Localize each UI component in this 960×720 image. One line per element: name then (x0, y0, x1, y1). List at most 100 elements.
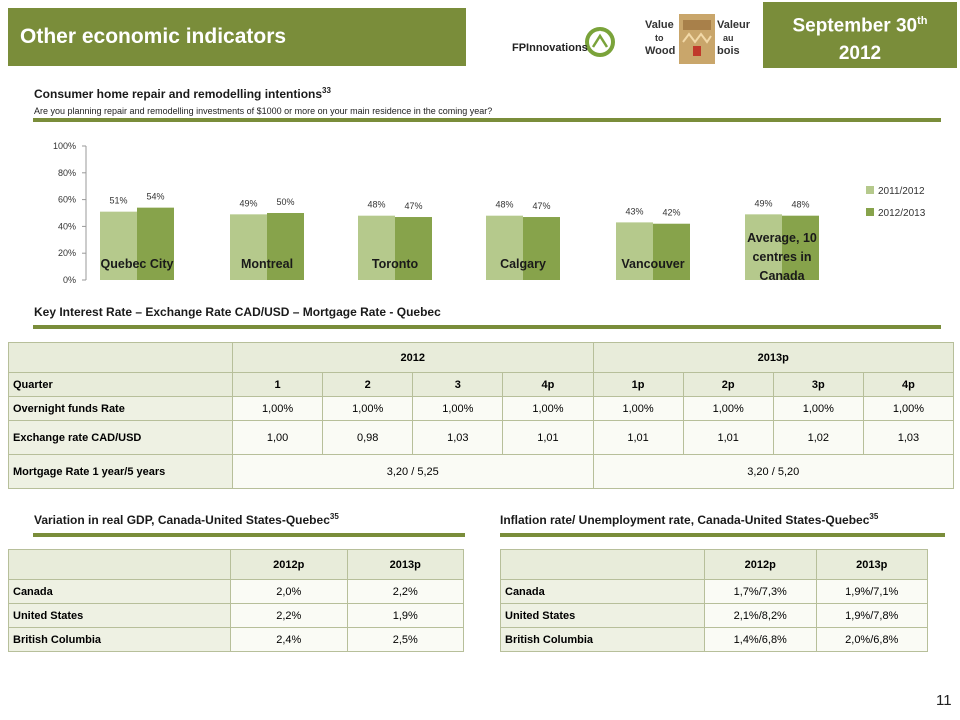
row-label: British Columbia (8, 627, 231, 652)
inflation-divider (500, 533, 945, 537)
bar-value-label: 48% (367, 200, 385, 210)
table-cell: 1,01 (682, 420, 774, 455)
gdp-section-title: Variation in real GDP, Canada-United Sta… (34, 512, 339, 527)
quarter-row: Quarter 1 2 3 4p 1p 2p 3p 4p (8, 372, 955, 397)
gdp-corner-cell (8, 549, 231, 580)
bar (653, 223, 690, 280)
table-row: British Columbia 2,4% 2,5% (8, 627, 464, 652)
bar (267, 213, 304, 280)
table-cell: 1,9% (346, 603, 464, 628)
column-header: 2012p (230, 549, 348, 580)
y-tick-label: 60% (58, 195, 76, 205)
chart-title-footnote: 33 (322, 86, 331, 95)
table-cell: 1,00% (682, 396, 774, 421)
page-title: Other economic indicators (8, 8, 466, 66)
table-cell: 1,00% (592, 396, 684, 421)
table-cell: 1,9%/7,8% (815, 603, 928, 628)
rates-section-title: Key Interest Rate – Exchange Rate CAD/US… (34, 305, 441, 319)
rates-table: 2012 2013p Quarter 1 2 3 4p 1p 2p 3p 4p … (8, 342, 955, 489)
legend-label: 2012/2013 (878, 208, 926, 219)
logo-text-to: to (655, 33, 664, 43)
category-label: Toronto (372, 257, 419, 271)
table-cell: 1,03 (862, 420, 955, 455)
table-cell: 1,00% (862, 396, 955, 421)
mortgage-2012-cell: 3,20 / 5,25 (232, 454, 594, 489)
rates-year-row: 2012 2013p (8, 342, 954, 373)
table-cell: 2,2% (346, 579, 464, 604)
table-row: United States 2,2% 1,9% (8, 603, 464, 628)
gdp-table: 2012p 2013p Canada 2,0% 2,2% United Stat… (8, 549, 464, 652)
overnight-rate-row: Overnight funds Rate 1,00% 1,00% 1,00% 1… (8, 396, 955, 421)
chart-section-title: Consumer home repair and remodelling int… (34, 86, 331, 101)
chart-title-text: Consumer home repair and remodelling int… (34, 87, 323, 101)
y-tick-label: 80% (58, 168, 76, 178)
y-tick-label: 20% (58, 248, 76, 258)
y-tick-label: 40% (58, 221, 76, 231)
row-label: Exchange rate CAD/USD (8, 420, 233, 455)
inflation-corner-cell (500, 549, 705, 580)
bar-value-label: 47% (532, 201, 550, 211)
gdp-title-footnote: 35 (329, 512, 339, 521)
column-header: 2013p (815, 549, 928, 580)
table-row: United States 2,1%/8,2% 1,9%/7,8% (500, 603, 928, 628)
quarter-header: 4p (502, 372, 594, 397)
fpinnovations-leaf-icon (585, 27, 615, 57)
row-label: British Columbia (500, 627, 705, 652)
category-label: Quebec City (101, 257, 174, 271)
remodelling-bar-chart: 0% 20% 40% 60% 80% 100% 51% 54% Quebec City 49% 50… (53, 141, 926, 285)
table-row: Canada 1,7%/7,3% 1,9%/7,1% (500, 579, 928, 604)
category-label: Montreal (241, 257, 293, 271)
mortgage-rate-row: Mortgage Rate 1 year/5 years 3,20 / 5,25… (8, 454, 954, 489)
bar (395, 217, 432, 280)
table-cell: 1,00% (412, 396, 504, 421)
page-number: 11 (936, 692, 952, 709)
chart-divider (33, 118, 941, 122)
chart-subtitle: Are you planning repair and remodelling … (34, 106, 493, 116)
legend-swatch (866, 208, 874, 216)
legend-swatch (866, 186, 874, 194)
bar-value-label: 42% (662, 208, 680, 218)
quarter-header: 3 (412, 372, 504, 397)
fpinnovations-wordmark: FPInnovations (512, 42, 588, 54)
bar-value-label: 43% (625, 206, 643, 216)
row-label: Mortgage Rate 1 year/5 years (8, 454, 233, 489)
value-to-wood-logo: Value to Wood Valeur au bois (645, 12, 755, 68)
y-tick-label: 100% (53, 141, 76, 151)
table-cell: 2,1%/8,2% (704, 603, 817, 628)
table-cell: 1,01 (502, 420, 594, 455)
table-cell: 1,02 (772, 420, 864, 455)
logo-text-valeur: Valeur (717, 19, 751, 31)
column-header: 2013p (346, 549, 464, 580)
table-cell: 2,0%/6,8% (815, 627, 928, 652)
exchange-rate-row: Exchange rate CAD/USD 1,00 0,98 1,03 1,0… (8, 420, 955, 455)
table-cell: 1,4%/6,8% (704, 627, 817, 652)
table-cell: 1,03 (412, 420, 504, 455)
bar-value-label: 51% (109, 196, 127, 206)
category-label: Vancouver (621, 257, 684, 271)
bar (616, 222, 653, 280)
inflation-section-title: Inflation rate/ Unemployment rate, Canad… (500, 512, 878, 527)
rates-divider (33, 325, 941, 329)
table-cell: 2,0% (230, 579, 348, 604)
category-label: Calgary (500, 257, 546, 271)
bar-value-label: 49% (239, 198, 257, 208)
rates-corner-cell (8, 342, 233, 373)
mortgage-2013-cell: 3,20 / 5,20 (592, 454, 954, 489)
table-row: British Columbia 1,4%/6,8% 2,0%/6,8% (500, 627, 928, 652)
date-line-1: September 30th (763, 7, 957, 40)
quarter-header: 1p (592, 372, 684, 397)
bar-value-label: 47% (404, 201, 422, 211)
y-tick-label: 0% (63, 275, 76, 285)
table-row: Canada 2,0% 2,2% (8, 579, 464, 604)
category-label: centres in (752, 250, 811, 264)
bar (100, 211, 137, 280)
row-label: Canada (500, 579, 705, 604)
row-label: Canada (8, 579, 231, 604)
table-cell: 1,00% (231, 396, 324, 421)
bar (486, 215, 523, 280)
bar-value-label: 50% (276, 197, 294, 207)
date-suffix: th (917, 15, 928, 27)
value-to-wood-emblem: Value to Wood Valeur au bois (645, 14, 751, 64)
bar (230, 214, 267, 280)
table-cell: 1,00 (231, 420, 324, 455)
